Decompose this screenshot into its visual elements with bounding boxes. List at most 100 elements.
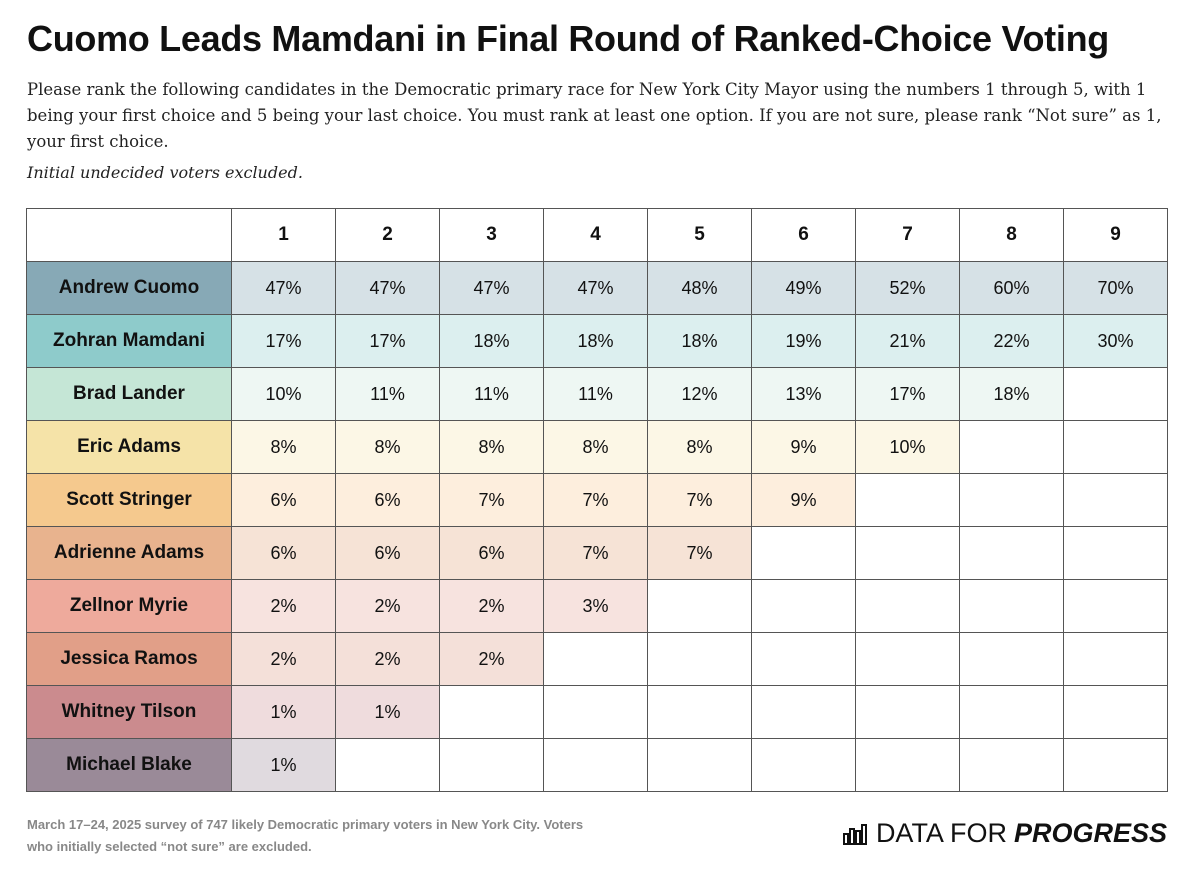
value-cell: 47% [543, 261, 648, 315]
value-cell: 30% [1063, 314, 1168, 368]
column-header: 6 [751, 208, 856, 262]
empty-cell [1063, 420, 1168, 474]
table-row: Michael Blake 1% [26, 738, 1168, 792]
value-cell: 19% [751, 314, 856, 368]
empty-cell [1063, 473, 1168, 527]
empty-cell [751, 579, 856, 633]
value-cell: 7% [439, 473, 544, 527]
value-cell: 47% [231, 261, 336, 315]
value-cell: 3% [543, 579, 648, 633]
value-cell: 9% [751, 473, 856, 527]
value-cell: 7% [543, 473, 648, 527]
column-header: 2 [335, 208, 440, 262]
empty-cell [1063, 367, 1168, 421]
empty-cell [647, 685, 752, 739]
empty-cell [855, 738, 960, 792]
value-cell: 18% [543, 314, 648, 368]
value-cell: 6% [231, 473, 336, 527]
candidate-name: Andrew Cuomo [26, 261, 232, 315]
value-cell: 70% [1063, 261, 1168, 315]
value-cell: 7% [647, 526, 752, 580]
empty-cell [543, 738, 648, 792]
source-note: March 17–24, 2025 survey of 747 likely D… [27, 817, 584, 854]
empty-cell [751, 685, 856, 739]
empty-cell [1063, 685, 1168, 739]
empty-cell [959, 685, 1064, 739]
empty-cell [855, 473, 960, 527]
value-cell: 48% [647, 261, 752, 315]
value-cell: 47% [335, 261, 440, 315]
empty-cell [647, 579, 752, 633]
empty-cell [439, 685, 544, 739]
empty-cell [751, 738, 856, 792]
value-cell: 6% [335, 473, 440, 527]
value-cell: 2% [439, 632, 544, 686]
value-cell: 11% [439, 367, 544, 421]
logo-emphasis: PROGRESS [1013, 818, 1167, 848]
value-cell: 52% [855, 261, 960, 315]
empty-cell [855, 579, 960, 633]
value-cell: 2% [335, 579, 440, 633]
empty-cell [959, 473, 1064, 527]
empty-cell [855, 526, 960, 580]
empty-cell [1063, 526, 1168, 580]
empty-cell [959, 632, 1064, 686]
value-cell: 8% [543, 420, 648, 474]
value-cell: 60% [959, 261, 1064, 315]
candidate-name: Scott Stringer [26, 473, 232, 527]
value-cell: 2% [231, 632, 336, 686]
table-row: Brad Lander 10% 11% 11% 11% 12% 13% 17% 18% [26, 367, 1168, 421]
empty-cell [647, 738, 752, 792]
candidate-name: Whitney Tilson [26, 685, 232, 739]
value-cell: 49% [751, 261, 856, 315]
candidate-name: Michael Blake [26, 738, 232, 792]
value-cell: 22% [959, 314, 1064, 368]
value-cell: 9% [751, 420, 856, 474]
value-cell: 7% [647, 473, 752, 527]
table-row: Andrew Cuomo 47% 47% 47% 47% 48% 49% 52% 60% 70% [26, 261, 1168, 315]
empty-cell [543, 632, 648, 686]
empty-cell [1063, 632, 1168, 686]
value-cell: 17% [231, 314, 336, 368]
value-cell: 10% [231, 367, 336, 421]
candidate-name: Zohran Mamdani [26, 314, 232, 368]
value-cell: 6% [335, 526, 440, 580]
table-row: Scott Stringer 6% 6% 7% 7% 7% 9% [26, 473, 1168, 527]
value-cell: 1% [231, 738, 336, 792]
candidate-name: Jessica Ramos [26, 632, 232, 686]
value-cell: 1% [231, 685, 336, 739]
table-row: Eric Adams 8% 8% 8% 8% 8% 9% 10% [26, 420, 1168, 474]
value-cell: 8% [231, 420, 336, 474]
value-cell: 21% [855, 314, 960, 368]
empty-cell [751, 526, 856, 580]
value-cell: 18% [647, 314, 752, 368]
column-header: 1 [231, 208, 336, 262]
value-cell: 11% [335, 367, 440, 421]
column-header: 9 [1063, 208, 1168, 262]
value-cell: 2% [439, 579, 544, 633]
table-row: Zellnor Myrie 2% 2% 2% 3% [26, 579, 1168, 633]
description: Please rank the following candidates in … [27, 80, 1162, 151]
value-cell: 17% [335, 314, 440, 368]
column-header: 8 [959, 208, 1064, 262]
value-cell: 7% [543, 526, 648, 580]
empty-cell [959, 579, 1064, 633]
value-cell: 6% [231, 526, 336, 580]
note: Initial undecided voters excluded. [27, 163, 303, 182]
empty-cell [647, 632, 752, 686]
empty-cell [959, 526, 1064, 580]
logo-prefix: DATA FOR [875, 818, 1007, 848]
candidate-name: Eric Adams [26, 420, 232, 474]
table-row: Jessica Ramos 2% 2% 2% [26, 632, 1168, 686]
value-cell: 6% [439, 526, 544, 580]
value-cell: 47% [439, 261, 544, 315]
empty-cell [1063, 579, 1168, 633]
column-header: 5 [647, 208, 752, 262]
value-cell: 8% [439, 420, 544, 474]
table-row: Whitney Tilson 1% 1% [26, 685, 1168, 739]
logo: DATA FOR PROGRESS [842, 818, 1167, 849]
table-row: Adrienne Adams 6% 6% 6% 7% 7% [26, 526, 1168, 580]
value-cell: 18% [959, 367, 1064, 421]
